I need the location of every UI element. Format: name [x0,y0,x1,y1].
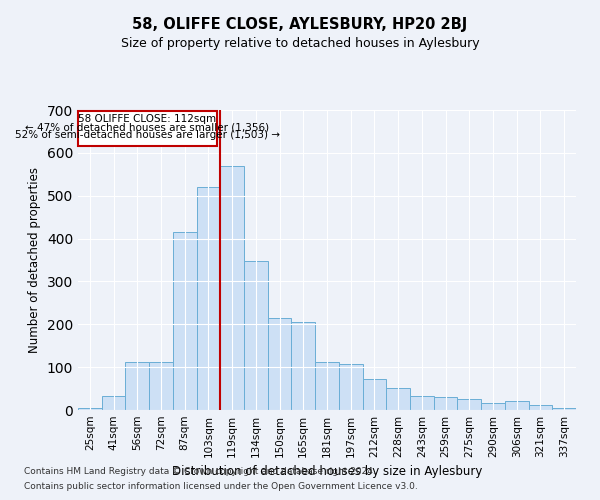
Bar [552,408,576,410]
Y-axis label: Number of detached properties: Number of detached properties [28,167,41,353]
Bar [410,396,434,410]
Bar [268,318,292,410]
Bar [315,362,339,410]
Bar [481,402,505,410]
Bar [457,400,481,410]
FancyBboxPatch shape [78,111,217,146]
Bar [220,166,244,410]
Text: 52% of semi-detached houses are larger (1,503) →: 52% of semi-detached houses are larger (… [15,130,280,140]
Bar [78,408,102,410]
Text: ← 47% of detached houses are smaller (1,356): ← 47% of detached houses are smaller (1,… [25,122,269,132]
Bar [505,400,529,410]
Text: Size of property relative to detached houses in Aylesbury: Size of property relative to detached ho… [121,38,479,51]
Text: Contains HM Land Registry data © Crown copyright and database right 2024.: Contains HM Land Registry data © Crown c… [24,467,376,476]
Bar [197,187,220,410]
Bar [149,362,173,410]
Text: Contains public sector information licensed under the Open Government Licence v3: Contains public sector information licen… [24,482,418,491]
Bar [362,379,386,410]
Bar [434,397,457,410]
Bar [244,261,268,410]
Bar [529,405,552,410]
Bar [386,388,410,410]
Bar [173,232,197,410]
Bar [125,362,149,410]
Text: 58 OLIFFE CLOSE: 112sqm: 58 OLIFFE CLOSE: 112sqm [79,114,217,124]
Text: 58, OLIFFE CLOSE, AYLESBURY, HP20 2BJ: 58, OLIFFE CLOSE, AYLESBURY, HP20 2BJ [133,18,467,32]
Bar [292,322,315,410]
Bar [102,396,125,410]
X-axis label: Distribution of detached houses by size in Aylesbury: Distribution of detached houses by size … [172,466,482,478]
Bar [339,364,362,410]
